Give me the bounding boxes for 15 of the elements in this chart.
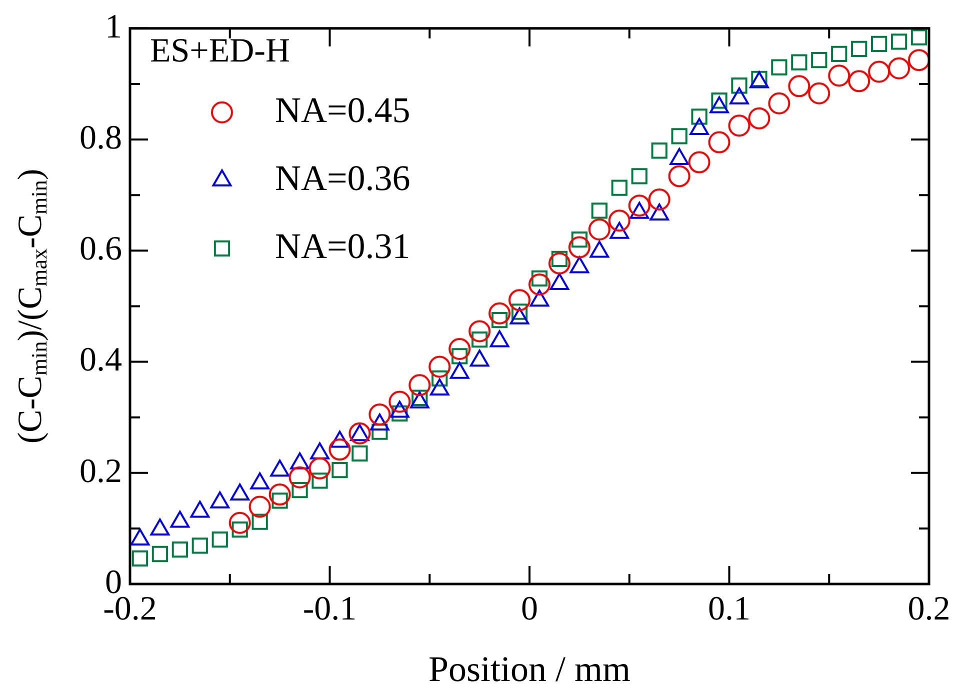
x-tick-label: 0.2	[908, 590, 950, 628]
x-tick-label: 0	[521, 590, 538, 628]
legend-label: NA=0.31	[275, 226, 410, 266]
legend-label: NA=0.45	[275, 90, 410, 130]
x-tick-label: -0.1	[302, 590, 357, 628]
y-tick-label: 0.6	[80, 230, 122, 268]
legend-label: NA=0.36	[275, 158, 410, 198]
x-axis-title: Position / mm	[428, 648, 631, 689]
y-tick-label: 0.8	[80, 119, 122, 156]
y-tick-label: 0.4	[80, 342, 122, 379]
y-tick-label: 0.2	[80, 452, 122, 490]
legend-title: ES+ED-H	[150, 32, 290, 70]
y-tick-label: 1	[105, 8, 122, 46]
x-tick-label: 0.1	[708, 590, 750, 628]
y-axis-title: (C-Cmin)/(Cmax-Cmin)	[12, 168, 52, 444]
